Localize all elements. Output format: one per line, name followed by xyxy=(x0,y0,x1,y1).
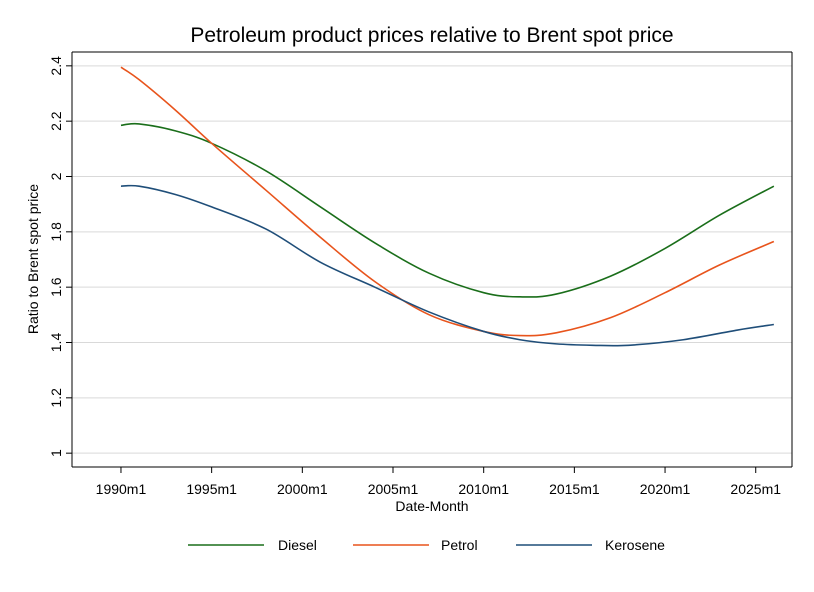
x-tick-label-2010m1: 2010m1 xyxy=(458,481,509,497)
legend: Diesel Petrol Kerosene xyxy=(188,537,665,553)
y-tick-label-2: 2 xyxy=(48,172,64,180)
legend-label-petrol: Petrol xyxy=(441,537,478,553)
x-tick-label-1995m1: 1995m1 xyxy=(186,481,237,497)
x-tick-label-2000m1: 2000m1 xyxy=(277,481,328,497)
y-axis-title: Ratio to Brent spot price xyxy=(25,184,41,334)
x-tick-label-2005m1: 2005m1 xyxy=(368,481,419,497)
x-tick-label-2025m1: 2025m1 xyxy=(730,481,781,497)
y-tick-label-1: 1 xyxy=(48,449,64,457)
series-line-kerosene xyxy=(120,184,774,347)
series-line-diesel xyxy=(120,122,775,298)
y-tick-label-1.6: 1.6 xyxy=(48,277,64,297)
y-tick-label-2.4: 2.4 xyxy=(48,56,64,76)
y-tick-label-2.2: 2.2 xyxy=(48,111,64,131)
x-axis-title: Date-Month xyxy=(395,498,468,514)
x-tick-label-2020m1: 2020m1 xyxy=(640,481,691,497)
legend-label-kerosene: Kerosene xyxy=(605,537,665,553)
y-tick-label-1.2: 1.2 xyxy=(48,388,64,408)
axes: 1 1.2 1.4 1.6 1.8 2 2.2 2.4 1990m1 1995m1 2000m1 20… xyxy=(48,51,793,497)
plot-area-series xyxy=(120,66,775,347)
gridlines xyxy=(72,65,792,454)
chart-title: Petroleum product prices relative to Bre… xyxy=(190,24,673,47)
legend-label-diesel: Diesel xyxy=(278,537,317,553)
series-line-petrol xyxy=(120,66,775,337)
y-tick-label-1.8: 1.8 xyxy=(48,222,64,242)
y-tick-label-1.4: 1.4 xyxy=(48,333,64,353)
x-tick-label-1990m1: 1990m1 xyxy=(96,481,147,497)
x-tick-label-2015m1: 2015m1 xyxy=(549,481,600,497)
